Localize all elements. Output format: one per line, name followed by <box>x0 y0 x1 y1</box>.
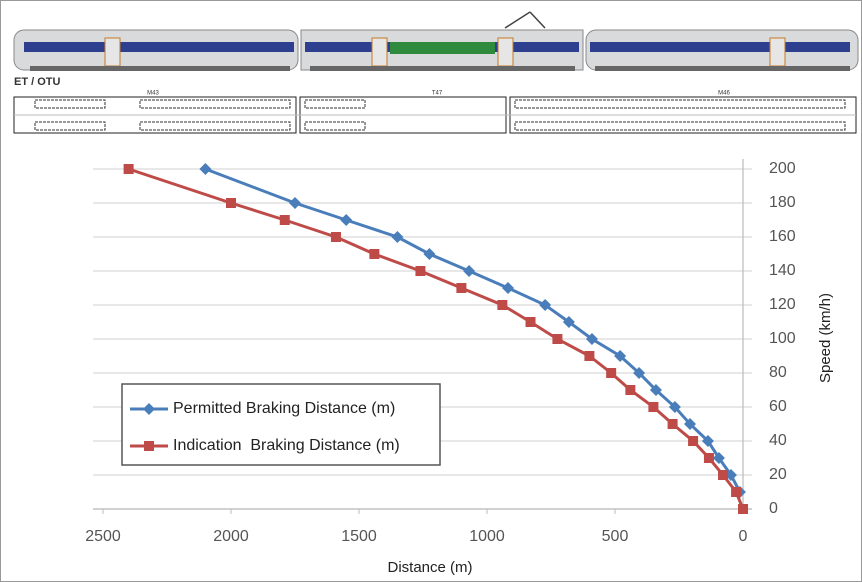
series <box>123 164 748 514</box>
data-point <box>340 214 353 226</box>
y-tick-label: 20 <box>769 466 787 483</box>
door <box>371 37 388 67</box>
data-point <box>701 435 714 447</box>
data-point <box>463 265 476 277</box>
data-point <box>633 367 646 379</box>
y-tick-label: 180 <box>769 194 796 211</box>
seats <box>139 99 291 109</box>
data-point <box>703 453 714 463</box>
train-label: ET / OTU <box>14 76 61 88</box>
window-band <box>24 42 294 52</box>
window-band <box>590 42 850 52</box>
seats <box>514 99 846 109</box>
door <box>497 37 514 67</box>
data-point <box>330 232 341 242</box>
train-side-view <box>13 11 859 71</box>
pantograph <box>504 11 531 29</box>
data-point <box>497 300 508 310</box>
data-point <box>718 470 729 480</box>
y-axis-title: Speed (km/h) <box>817 293 834 383</box>
door <box>104 37 121 67</box>
x-tick-label: 500 <box>602 528 629 545</box>
data-point <box>369 249 380 259</box>
undercarriage <box>310 66 575 71</box>
data-point <box>667 419 678 429</box>
legend: Permitted Braking Distance (m) Indication… <box>121 383 441 466</box>
y-tick-label: 60 <box>769 398 787 415</box>
y-tick-label: 140 <box>769 262 796 279</box>
y-tick-label: 0 <box>769 500 778 517</box>
seats <box>304 99 366 109</box>
data-point <box>649 384 662 396</box>
data-point <box>525 317 536 327</box>
data-point <box>614 350 627 362</box>
data-point <box>712 452 725 464</box>
y-tick-label: 40 <box>769 432 787 449</box>
x-tick-label: 1500 <box>341 528 377 545</box>
data-point <box>423 248 436 260</box>
seats <box>304 121 366 131</box>
data-point <box>562 316 575 328</box>
data-point <box>415 266 426 276</box>
legend-label: Indication Braking Distance (m) <box>173 437 400 454</box>
data-point <box>391 231 404 243</box>
x-tick-label: 0 <box>739 528 748 545</box>
data-point <box>501 282 514 294</box>
y-tick-label: 200 <box>769 160 796 177</box>
seats <box>514 121 846 131</box>
legend-marker <box>143 403 155 415</box>
data-point <box>738 504 748 514</box>
door <box>769 37 786 67</box>
data-point <box>731 487 742 497</box>
floor-plan <box>13 96 857 134</box>
data-point <box>456 283 467 293</box>
pantograph <box>529 11 546 29</box>
x-tick-label: 1000 <box>469 528 505 545</box>
car-label: M46 <box>718 91 730 97</box>
x-tick-label: 2000 <box>213 528 249 545</box>
data-point <box>279 215 290 225</box>
x-axis-title: Distance (m) <box>387 559 472 576</box>
data-point <box>625 385 636 395</box>
data-point <box>123 164 134 174</box>
y-tick-label: 160 <box>769 228 796 245</box>
data-point <box>648 402 659 412</box>
x-tick-label: 2500 <box>85 528 121 545</box>
y-tick-label: 120 <box>769 296 796 313</box>
car-label: M43 <box>147 91 159 97</box>
seats <box>34 121 106 131</box>
data-point <box>539 299 552 311</box>
data-point <box>585 333 598 345</box>
legend-box <box>121 383 441 466</box>
undercarriage <box>30 66 290 71</box>
data-point <box>584 351 595 361</box>
data-point <box>289 197 301 209</box>
data-point <box>606 368 617 378</box>
seats <box>139 121 291 131</box>
car-label: T47 <box>432 91 443 97</box>
y-tick-label: 80 <box>769 364 787 381</box>
data-point <box>226 198 236 208</box>
window-band-green <box>390 42 495 54</box>
data-point <box>688 436 699 446</box>
data-point <box>199 163 212 175</box>
data-point <box>684 418 697 430</box>
data-point <box>552 334 563 344</box>
legend-label: Permitted Braking Distance (m) <box>173 400 395 417</box>
data-point <box>668 401 681 413</box>
seats <box>34 99 106 109</box>
y-tick-label: 100 <box>769 330 796 347</box>
undercarriage <box>595 66 850 71</box>
series <box>199 163 746 498</box>
legend-marker <box>144 441 154 451</box>
